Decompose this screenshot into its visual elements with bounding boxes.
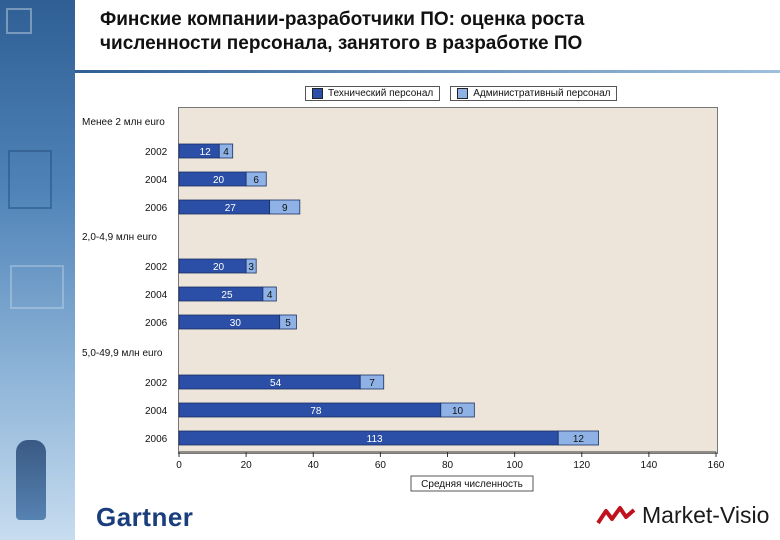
x-tick-label: 100 bbox=[506, 460, 523, 471]
plot-area bbox=[178, 107, 718, 454]
year-label: 2006 bbox=[145, 434, 168, 445]
data-label-administrative: 5 bbox=[285, 318, 291, 329]
year-label: 2004 bbox=[145, 290, 168, 301]
data-label-administrative: 6 bbox=[253, 175, 259, 186]
bar-administrative bbox=[218, 143, 234, 159]
group-label: 2,0-4,9 млн euro bbox=[82, 232, 157, 243]
data-label-technical: 20 bbox=[213, 175, 225, 186]
data-label-technical: 78 bbox=[310, 406, 322, 417]
x-tick-label: 160 bbox=[708, 460, 725, 471]
bar-administrative bbox=[245, 258, 257, 274]
x-axis-label: Средняя численность bbox=[421, 479, 523, 490]
data-label-technical: 54 bbox=[270, 378, 282, 389]
data-label-administrative: 4 bbox=[223, 147, 229, 158]
year-label: 2004 bbox=[145, 406, 168, 417]
year-label: 2002 bbox=[145, 147, 168, 158]
data-label-administrative: 3 bbox=[248, 262, 254, 273]
decorative-panel bbox=[8, 150, 52, 209]
bar-administrative bbox=[359, 374, 385, 390]
data-label-administrative: 10 bbox=[452, 406, 464, 417]
x-tick-label: 80 bbox=[442, 460, 454, 471]
bar-administrative bbox=[557, 430, 599, 446]
year-label: 2004 bbox=[145, 175, 168, 186]
decorative-sidebar bbox=[0, 0, 75, 540]
bar-administrative bbox=[440, 402, 475, 418]
title-underline bbox=[75, 70, 780, 73]
year-label: 2002 bbox=[145, 262, 168, 273]
x-tick-label: 140 bbox=[641, 460, 658, 471]
decorative-panel bbox=[10, 265, 64, 309]
legend-swatch-administrative bbox=[457, 87, 469, 99]
year-label: 2006 bbox=[145, 318, 168, 329]
market-visio-logo: Market-Visio bbox=[596, 502, 769, 529]
walking-person-image bbox=[16, 440, 46, 520]
decorative-square bbox=[6, 8, 32, 34]
data-label-administrative: 9 bbox=[282, 203, 288, 214]
data-label-technical: 113 bbox=[367, 434, 383, 445]
data-label-technical: 25 bbox=[221, 290, 233, 301]
bar-administrative bbox=[279, 314, 297, 330]
x-tick-label: 120 bbox=[573, 460, 590, 471]
title-line-2: численности персонала, занятого в разраб… bbox=[100, 33, 583, 54]
year-label: 2002 bbox=[145, 378, 168, 389]
title-line-1: Финские компании-разработчики ПО: оценка… bbox=[100, 9, 585, 30]
data-label-technical: 30 bbox=[230, 318, 242, 329]
group-label: Менее 2 млн euro bbox=[82, 117, 165, 128]
bar-administrative bbox=[245, 171, 267, 187]
legend-label-administrative: Административный персонал bbox=[473, 87, 611, 99]
data-label-technical: 12 bbox=[200, 147, 212, 158]
legend-item-administrative: Административный персонал bbox=[450, 85, 618, 101]
data-label-technical: 20 bbox=[213, 262, 225, 273]
bar-administrative bbox=[262, 286, 277, 302]
bar-administrative bbox=[269, 199, 301, 215]
x-axis-label-frame bbox=[410, 475, 534, 492]
data-label-administrative: 12 bbox=[573, 434, 585, 445]
data-label-technical: 27 bbox=[225, 203, 237, 214]
legend-label-technical: Технический персонал bbox=[328, 87, 434, 99]
x-tick-label: 40 bbox=[308, 460, 320, 471]
chart-legend: Технический персонал Административный пе… bbox=[305, 84, 618, 102]
market-visio-wordmark: Market-Visio bbox=[642, 502, 770, 528]
legend-swatch-technical bbox=[312, 87, 323, 99]
data-label-administrative: 7 bbox=[369, 378, 375, 389]
group-label: 5,0-49,9 млн euro bbox=[82, 348, 163, 359]
year-label: 2006 bbox=[145, 203, 168, 214]
x-tick-label: 60 bbox=[375, 460, 387, 471]
market-visio-mark-icon bbox=[596, 505, 636, 524]
x-tick-label: 20 bbox=[241, 460, 253, 471]
page-title: Финские компании-разработчики ПО: оценка… bbox=[100, 8, 770, 56]
x-tick-label: 0 bbox=[176, 460, 182, 471]
gartner-logo: Gartner bbox=[96, 502, 194, 532]
data-label-administrative: 4 bbox=[267, 290, 273, 301]
legend-item-technical: Технический персонал bbox=[305, 85, 441, 101]
